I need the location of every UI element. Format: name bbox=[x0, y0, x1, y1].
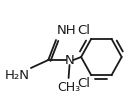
Text: CH₃: CH₃ bbox=[57, 81, 80, 94]
Text: Cl: Cl bbox=[77, 77, 90, 90]
Text: N: N bbox=[65, 54, 74, 66]
Text: H₂N: H₂N bbox=[5, 69, 30, 82]
Text: Cl: Cl bbox=[77, 24, 90, 37]
Text: NH: NH bbox=[57, 24, 77, 37]
